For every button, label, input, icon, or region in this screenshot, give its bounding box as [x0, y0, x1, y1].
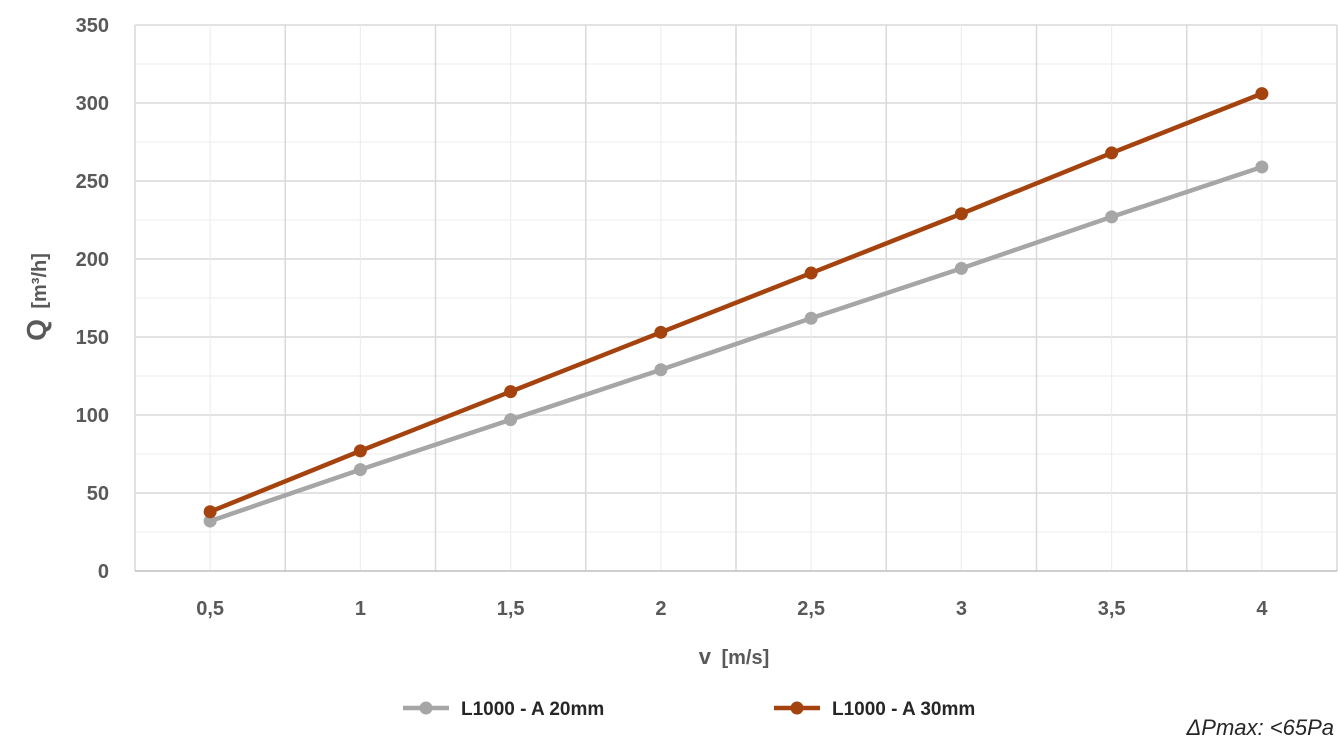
- data-point: [1105, 210, 1119, 224]
- x-tick-label: 3,5: [1098, 598, 1126, 620]
- data-point: [353, 444, 367, 458]
- y-tick-label: 250: [76, 171, 109, 193]
- data-point: [203, 514, 217, 528]
- y-axis-title-main: Q: [21, 319, 52, 341]
- data-point: [504, 413, 518, 427]
- series-2: [203, 87, 1269, 519]
- x-axis-title-main: v: [699, 644, 712, 669]
- legend: L1000 - A 20mm L1000 - A 30mm: [403, 699, 975, 720]
- data-point: [1105, 146, 1119, 160]
- y-axis-ticks: 0 50 100 150 200 250 300 350: [76, 15, 109, 583]
- pressure-note: ΔPmax: <65Pa: [1186, 715, 1334, 740]
- x-tick-label: 3: [956, 598, 967, 620]
- legend-swatch-marker: [790, 701, 804, 715]
- legend-item: L1000 - A 30mm: [774, 699, 975, 720]
- data-point: [654, 363, 668, 377]
- data-point: [954, 207, 968, 221]
- data-point: [654, 325, 668, 339]
- data-point: [804, 311, 818, 325]
- data-point: [203, 505, 217, 519]
- legend-label: L1000 - A 30mm: [832, 699, 975, 720]
- x-tick-label: 1: [355, 598, 366, 620]
- y-tick-label: 350: [76, 15, 109, 37]
- x-axis-title-unit: [m/s]: [721, 647, 769, 669]
- data-point: [1255, 87, 1269, 101]
- y-axis-title-unit: [m³/h]: [29, 253, 51, 309]
- y-tick-label: 100: [76, 405, 109, 427]
- data-point: [954, 261, 968, 275]
- data-point: [504, 385, 518, 399]
- grid-lines: [134, 24, 1338, 571]
- data-point: [353, 463, 367, 477]
- y-tick-label: 50: [87, 483, 109, 505]
- x-axis-ticks: 0,5 1 1,5 2 2,5 3 3,5 4: [196, 598, 1268, 620]
- y-axis-title: Q [m³/h]: [21, 253, 52, 341]
- legend-swatch-marker: [419, 701, 433, 715]
- series-group: [203, 87, 1269, 528]
- y-tick-label: 150: [76, 327, 109, 349]
- x-tick-label: 2: [655, 598, 666, 620]
- y-tick-label: 200: [76, 249, 109, 271]
- series-line: [209, 91, 1263, 514]
- series-1: [203, 160, 1269, 528]
- x-axis-title: v [m/s]: [699, 644, 770, 669]
- legend-item: L1000 - A 20mm: [403, 699, 604, 720]
- data-point: [1255, 160, 1269, 174]
- series-line: [209, 164, 1263, 524]
- x-tick-label: 1,5: [497, 598, 525, 620]
- x-tick-label: 0,5: [196, 598, 224, 620]
- x-tick-label: 2,5: [797, 598, 825, 620]
- y-tick-label: 300: [76, 93, 109, 115]
- data-point: [804, 266, 818, 280]
- y-tick-label: 0: [98, 561, 109, 583]
- x-tick-label: 4: [1256, 598, 1268, 620]
- legend-label: L1000 - A 20mm: [461, 699, 604, 720]
